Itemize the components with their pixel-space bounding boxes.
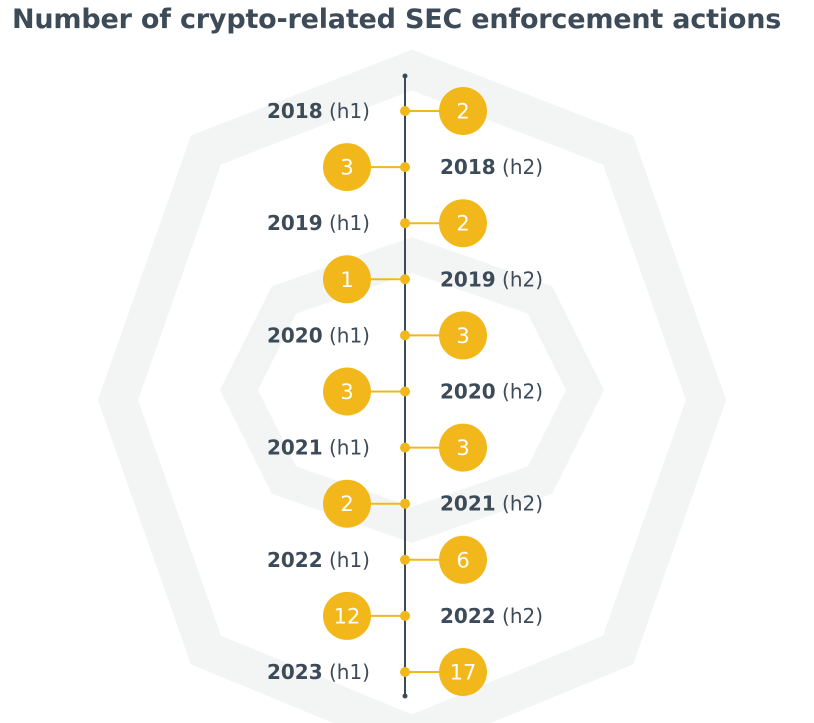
period-year: 2020 [267,323,323,347]
value-bubble [323,479,371,528]
period-half: (h1) [323,211,370,235]
value-label: 2 [340,492,353,516]
axis-dot [400,162,410,173]
axis-dot [400,498,410,509]
value-label: 3 [340,156,353,180]
value-bubble [439,423,487,472]
axis-dot [400,218,410,229]
period-year: 2019 [440,267,496,291]
period-half: (h1) [323,660,370,684]
period-year: 2020 [440,380,496,404]
axis-top-cap [402,73,408,79]
timeline-point: 3 2020 (h2) [323,367,543,416]
period-label: 2019 (h2) [440,267,543,291]
watermark-outer-octagon [97,49,727,723]
period-half: (h1) [323,548,370,572]
timeline-point: 3 2021 (h1) [267,423,487,472]
value-label: 1 [340,268,353,292]
period-year: 2022 [267,548,323,572]
period-label: 2021 (h2) [440,492,543,516]
value-label: 17 [450,661,477,685]
period-half: (h1) [323,436,370,460]
period-label: 2018 (h2) [440,155,543,179]
timeline-point: 1 2019 (h2) [323,255,543,304]
axis-dot [400,274,410,285]
period-year: 2019 [267,211,323,235]
period-year: 2023 [267,660,323,684]
value-label: 6 [456,548,469,572]
timeline-point: 17 2023 (h1) [267,648,487,696]
period-label: 2020 (h2) [440,380,543,404]
period-label: 2022 (h2) [440,604,543,628]
period-label: 2020 (h1) [267,323,370,347]
value-label: 12 [334,604,361,628]
period-label: 2023 (h1) [267,660,370,684]
timeline-point: 12 2022 (h2) [323,591,543,640]
period-label: 2019 (h1) [267,211,370,235]
period-half: (h2) [496,267,543,291]
period-half: (h2) [496,604,543,628]
value-label: 2 [456,100,469,124]
axis-dot [400,610,410,621]
value-bubble [323,143,371,192]
period-half: (h2) [496,492,543,516]
value-label: 3 [456,436,469,460]
value-bubble [439,87,487,135]
timeline-point: 3 2018 (h2) [323,143,543,192]
period-label: 2018 (h1) [267,99,370,123]
period-year: 2018 [440,155,496,179]
chart-title: Number of crypto-related SEC enforcement… [12,4,782,35]
period-half: (h1) [323,323,370,347]
period-half: (h2) [496,155,543,179]
axis-bottom-cap [402,693,408,699]
value-bubble [323,367,371,416]
value-bubble [439,648,487,696]
period-label: 2022 (h1) [267,548,370,572]
period-label: 2021 (h1) [267,436,370,460]
value-bubble [439,199,487,248]
value-label: 2 [456,212,469,236]
period-year: 2022 [440,604,496,628]
value-bubble [439,311,487,360]
timeline-point: 2 2019 (h1) [267,199,487,248]
value-label: 3 [456,324,469,348]
value-bubble [323,591,371,640]
axis-dot [400,554,410,565]
value-label: 3 [340,380,353,404]
value-bubble [439,535,487,584]
timeline-point: 2 2021 (h2) [323,479,543,528]
timeline-point: 2 2018 (h1) [267,87,487,135]
period-year: 2021 [440,492,496,516]
period-half: (h2) [496,380,543,404]
axis-dot [400,386,410,397]
watermark-inner-octagon [219,236,605,544]
period-year: 2021 [267,436,323,460]
timeline-point: 6 2022 (h1) [267,535,487,584]
timeline-point: 3 2020 (h1) [267,311,487,360]
axis-dot [400,442,410,453]
axis-dot [400,106,410,116]
axis-dot [400,330,410,341]
value-bubble [323,255,371,304]
period-year: 2018 [267,99,323,123]
period-half: (h1) [323,99,370,123]
axis-dot [400,667,410,677]
